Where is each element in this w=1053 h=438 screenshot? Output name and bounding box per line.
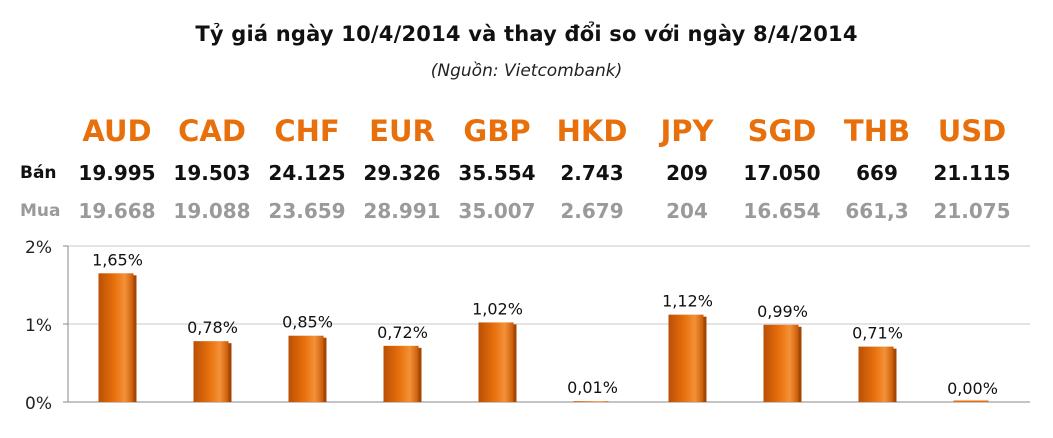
sell-rate: 19.995	[78, 161, 156, 185]
currency-code: SGD	[747, 114, 817, 148]
currency-code: GBP	[463, 114, 531, 148]
buy-rate: 204	[666, 199, 708, 223]
bar-side	[702, 316, 707, 402]
gridlines	[68, 245, 1030, 325]
sell-rate-row: 19.995 19.503 24.125 29.326 35.554 2.743…	[70, 161, 1030, 191]
buy-rate: 661,3	[845, 199, 909, 223]
data-label: 1,12%	[662, 292, 713, 311]
currency-code: EUR	[369, 114, 435, 148]
sell-rate: 2.743	[560, 161, 624, 185]
buy-rate: 35.007	[458, 199, 536, 223]
y-tick-label: 0%	[25, 394, 52, 414]
data-label: 0,00%	[947, 379, 998, 398]
bar	[573, 401, 609, 402]
data-label: 1,65%	[92, 250, 143, 269]
buy-rate: 21.075	[933, 199, 1011, 223]
bar	[668, 314, 704, 402]
data-label: 0,99%	[757, 302, 808, 321]
bar	[858, 346, 894, 402]
buy-rate: 19.668	[78, 199, 156, 223]
sell-rate: 21.115	[933, 161, 1011, 185]
bar	[383, 345, 419, 402]
bar-chart: 0% 1% 2% 1,65% 0,78% 0,85% 0,72% 1,02% 0,01% 1,1…	[25, 238, 1030, 414]
source-note: (Nguồn: Vietcombank)	[430, 61, 623, 81]
bar-side	[512, 324, 517, 402]
sell-rate: 17.050	[743, 161, 821, 185]
buy-rate: 28.991	[363, 199, 441, 223]
sell-rate: 669	[856, 161, 898, 185]
sell-rate: 24.125	[268, 161, 346, 185]
sell-row-label: Bán	[20, 163, 57, 183]
currency-code: CHF	[274, 114, 340, 148]
bar-side	[417, 347, 422, 402]
data-label: 0,85%	[282, 313, 333, 332]
data-label: 1,02%	[472, 299, 523, 318]
currency-code: THB	[843, 114, 911, 148]
bar-side	[227, 343, 232, 402]
buy-rate: 16.654	[743, 199, 821, 223]
data-label: 0,78%	[187, 318, 238, 337]
bar	[193, 341, 229, 402]
buy-row-label: Mua	[20, 201, 61, 221]
bar-side	[797, 326, 802, 402]
sell-rate: 209	[666, 161, 708, 185]
bar	[953, 400, 989, 402]
chart-title: Tỷ giá ngày 10/4/2014 và thay đổi so với…	[195, 22, 858, 46]
bar-side	[132, 275, 137, 402]
currency-header-row: AUD CAD CHF EUR GBP HKD JPY SGD THB USD	[70, 114, 1030, 154]
bar	[288, 335, 324, 402]
bar	[478, 322, 514, 402]
bar	[763, 324, 799, 402]
sell-rate: 19.503	[173, 161, 251, 185]
buy-rate: 23.659	[268, 199, 346, 223]
currency-code: JPY	[660, 114, 714, 148]
sell-rate: 29.326	[363, 161, 441, 185]
data-label: 0,71%	[852, 324, 903, 343]
buy-rate: 2.679	[560, 199, 624, 223]
bar	[98, 273, 134, 402]
buy-rate-row: 19.668 19.088 23.659 28.991 35.007 2.679…	[70, 199, 1030, 229]
bar-side	[322, 337, 327, 402]
sell-rate: 35.554	[458, 161, 536, 185]
data-labels: 1,65% 0,78% 0,85% 0,72% 1,02% 0,01% 1,12% 0,99%…	[92, 250, 998, 398]
y-tick-label: 1%	[25, 316, 52, 336]
y-tick-label: 2%	[25, 238, 52, 258]
currency-code: AUD	[82, 114, 152, 148]
bar-side	[892, 348, 897, 402]
currency-code: USD	[937, 114, 1007, 148]
buy-rate: 19.088	[173, 199, 251, 223]
bars	[98, 273, 989, 402]
currency-code: HKD	[556, 114, 628, 148]
data-label: 0,72%	[377, 323, 428, 342]
data-label: 0,01%	[567, 378, 618, 397]
currency-code: CAD	[178, 114, 246, 148]
